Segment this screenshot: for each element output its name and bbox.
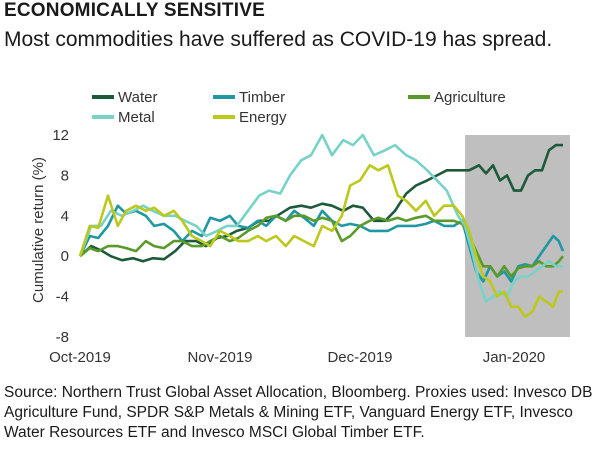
line-chart: Water Timber Agriculture Metal Energy 12 8 4 0 -… (30, 89, 570, 366)
legend-label: Agriculture (434, 89, 506, 106)
series-line-metal (78, 133, 563, 303)
chart-subtitle: Most commodities have suffered as COVID-… (4, 28, 553, 51)
chart-title: ECONOMICALLY SENSITIVE (4, 0, 265, 21)
x-tick-label: Jan-2020 (483, 349, 546, 366)
series-line-timber (78, 204, 565, 283)
legend: Water Timber Agriculture Metal Energy (92, 89, 506, 126)
y-tick-label: -4 (56, 289, 69, 306)
y-tick-label: 4 (61, 208, 69, 225)
x-tick-label: Dec-2019 (327, 349, 392, 366)
y-tick-label: 0 (61, 248, 69, 265)
y-tick-label: 8 (61, 167, 69, 184)
x-axis: Oct-2019 Nov-2019 Dec-2019 Jan-2020 (49, 349, 545, 366)
y-axis-label: Cumulative return (%) (30, 157, 47, 303)
y-tick-label: 12 (52, 127, 69, 144)
series-line-energy (78, 164, 563, 319)
legend-label: Energy (239, 109, 287, 126)
series-lines (78, 133, 565, 319)
series-line-agriculture (79, 214, 565, 278)
legend-label: Water (118, 89, 157, 106)
y-tick-label: -8 (56, 329, 69, 346)
legend-label: Metal (118, 109, 155, 126)
y-axis: 12 8 4 0 -4 -8 (52, 127, 69, 346)
x-tick-label: Nov-2019 (187, 349, 252, 366)
x-tick-label: Oct-2019 (49, 349, 111, 366)
legend-label: Timber (239, 89, 285, 106)
source-note: Source: Northern Trust Global Asset Allo… (4, 384, 593, 441)
